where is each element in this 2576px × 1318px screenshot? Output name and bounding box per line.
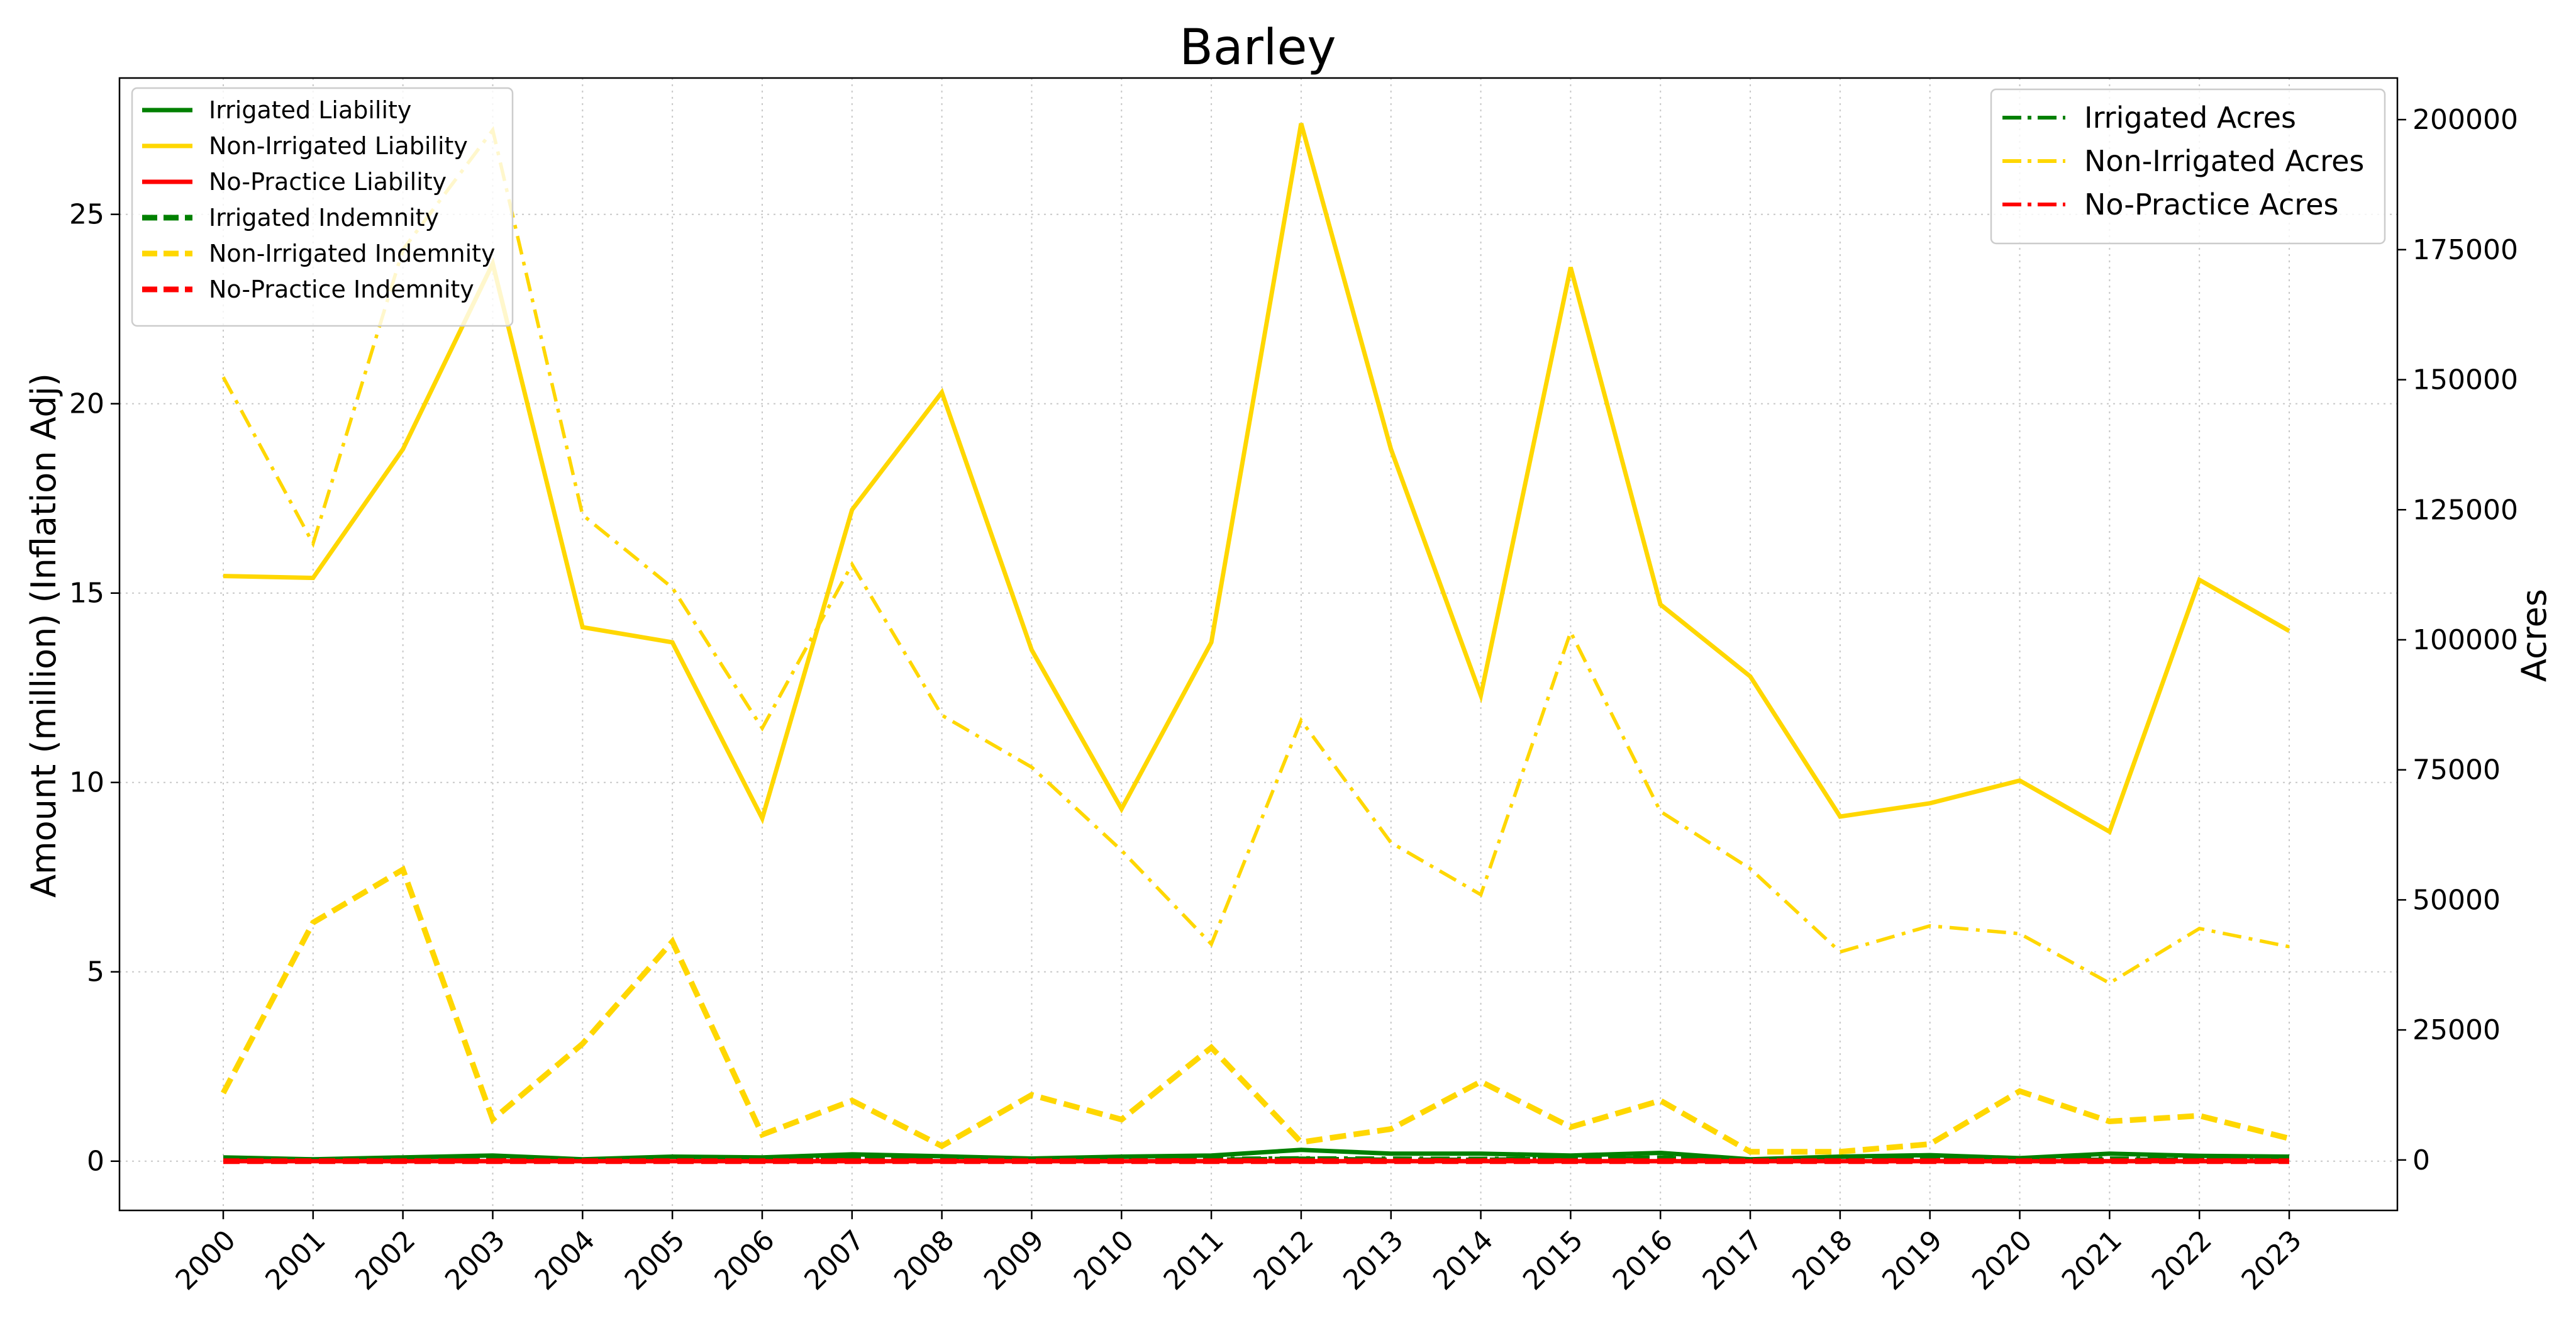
x-tick-label-2014: 2014: [1427, 1224, 1499, 1297]
y-axis-ticks: 0 5 10 15 20 25: [69, 199, 119, 1178]
y2-axis-label: Acres: [2514, 589, 2554, 682]
series-line-non-irrigated-indemnity: [221, 865, 2290, 1155]
y-tick-label-25: 25: [69, 199, 104, 231]
y-axis-label: Amount (million) (Inflation Adj): [24, 373, 64, 898]
x-tick-label-2001: 2001: [259, 1224, 331, 1297]
chart-title: Barley: [1179, 20, 1336, 76]
x-tick-label-2009: 2009: [978, 1224, 1050, 1297]
y2-tick-label-75000: 75000: [2412, 754, 2501, 786]
y-tick-label-10: 10: [69, 767, 104, 799]
x-tick-label-2010: 2010: [1068, 1224, 1140, 1297]
legend-label-irrigated-acres: Irrigated Acres: [2084, 101, 2296, 135]
x-tick-label-2013: 2013: [1337, 1224, 1409, 1297]
x-tick-label-2011: 2011: [1158, 1224, 1230, 1297]
legend-left: Irrigated Liability Non-Irrigated Liabili…: [131, 87, 514, 327]
x-tick-label-2015: 2015: [1517, 1224, 1589, 1297]
y2-tick-label-175000: 175000: [2412, 234, 2518, 266]
x-tick-label-2021: 2021: [2056, 1224, 2128, 1297]
legend-right: Irrigated Acres Non-Irrigated Acres No-Pra…: [1990, 88, 2386, 245]
x-tick-label-2022: 2022: [2146, 1224, 2218, 1297]
y2-axis-ticks: 0 25000 50000 75000 100000 125000 150000 175000…: [2397, 104, 2518, 1176]
y-tick-label-5: 5: [87, 956, 104, 988]
y2-tick-label-150000: 150000: [2412, 364, 2518, 396]
y2-tick-label-125000: 125000: [2412, 494, 2518, 526]
series-layer: [221, 123, 2290, 1164]
x-tick-label-2023: 2023: [2236, 1224, 2308, 1297]
legend-label-non-irrigated-liability: Non-Irrigated Liability: [209, 132, 468, 160]
legend-right-box: [1990, 88, 2386, 245]
legend-label-no-practice-liability: No-Practice Liability: [209, 168, 447, 196]
legend-label-no-practice-indemnity: No-Practice Indemnity: [209, 276, 474, 303]
x-axis-ticks: 2000 2001 2002 2003 2004 2005 2006 2007 2008 2009…: [170, 1210, 2308, 1297]
y-tick-label-15: 15: [69, 578, 104, 610]
x-tick-label-2004: 2004: [529, 1224, 601, 1297]
grid-lines: [119, 78, 2397, 1210]
x-tick-label-2005: 2005: [619, 1224, 691, 1297]
legend-label-irrigated-liability: Irrigated Liability: [209, 96, 411, 124]
x-tick-label-2019: 2019: [1876, 1224, 1948, 1297]
y-tick-label-20: 20: [69, 388, 104, 420]
x-tick-label-2018: 2018: [1786, 1224, 1858, 1297]
x-tick-label-2017: 2017: [1697, 1224, 1769, 1297]
series-line-non-irrigated-acres: [221, 126, 2290, 985]
y2-tick-label-0: 0: [2412, 1144, 2430, 1176]
y2-tick-label-100000: 100000: [2412, 624, 2518, 656]
legend-left-box: [131, 87, 514, 327]
x-tick-label-2000: 2000: [170, 1224, 242, 1297]
y2-tick-label-25000: 25000: [2412, 1014, 2501, 1046]
legend-label-non-irrigated-acres: Non-Irrigated Acres: [2084, 144, 2364, 178]
x-tick-label-2002: 2002: [349, 1224, 421, 1297]
x-tick-label-2012: 2012: [1247, 1224, 1319, 1297]
y2-tick-label-200000: 200000: [2412, 104, 2518, 136]
x-tick-label-2008: 2008: [888, 1224, 960, 1297]
y2-tick-label-50000: 50000: [2412, 884, 2501, 916]
x-tick-label-2016: 2016: [1607, 1224, 1679, 1297]
series-line-non-irrigated-liability: [223, 123, 2290, 835]
plot-frame: [118, 77, 2399, 1212]
legend-label-irrigated-indemnity: Irrigated Indemnity: [209, 204, 439, 232]
x-tick-label-2003: 2003: [439, 1224, 511, 1297]
x-tick-label-2007: 2007: [798, 1224, 870, 1297]
x-tick-label-2020: 2020: [1966, 1224, 2038, 1297]
legend-label-no-practice-acres: No-Practice Acres: [2084, 187, 2338, 221]
y-tick-label-0: 0: [87, 1146, 104, 1178]
x-tick-label-2006: 2006: [708, 1224, 780, 1297]
legend-label-non-irrigated-indemnity: Non-Irrigated Indemnity: [209, 240, 496, 267]
